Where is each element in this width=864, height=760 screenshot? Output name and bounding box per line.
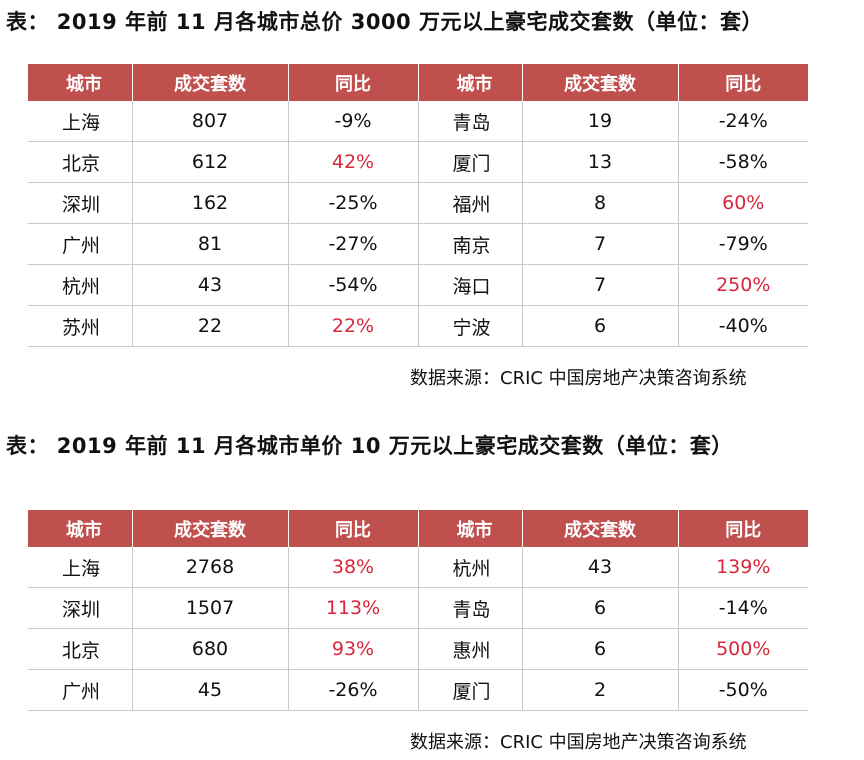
yoy-cell-right: -79% (677, 223, 808, 265)
city-cell-left: 北京 (28, 141, 132, 183)
yoy-cell-right: -50% (677, 669, 808, 711)
table1-source-note: 数据来源：CRIC 中国房地产决策咨询系统 (410, 368, 747, 389)
table-row: 杭州 43 -54% 海口 7 250% (28, 264, 808, 306)
table2-header-row: 城市 成交套数 同比 城市 成交套数 同比 (28, 510, 808, 547)
table-row: 苏州 22 22% 宁波 6 -40% (28, 305, 808, 347)
count-cell-left: 1507 (131, 587, 288, 629)
table-row: 上海 807 -9% 青岛 19 -24% (28, 101, 808, 142)
table1-header-city-right: 城市 (417, 64, 522, 101)
city-cell-left: 北京 (28, 628, 132, 670)
table2-source-note: 数据来源：CRIC 中国房地产决策咨询系统 (410, 732, 747, 753)
count-cell-left: 807 (131, 101, 288, 142)
city-cell-right: 杭州 (417, 547, 522, 588)
count-cell-right: 8 (521, 182, 678, 224)
city-cell-right: 青岛 (417, 101, 522, 142)
table2-unit-price-over-100k: 城市 成交套数 同比 城市 成交套数 同比 上海 2768 38% 杭州 43 139% 深… (28, 510, 808, 711)
count-cell-left: 43 (131, 264, 288, 306)
table2-title: 表： 2019 年前 11 月各城市单价 10 万元以上豪宅成交套数（单位：套） (6, 434, 733, 458)
table2-header-count-right: 成交套数 (521, 510, 678, 547)
count-cell-right: 6 (521, 587, 678, 629)
table1-header-yoy-right: 同比 (677, 64, 808, 101)
yoy-cell-right: -58% (677, 141, 808, 183)
table1-header-count-right: 成交套数 (521, 64, 678, 101)
table-row: 广州 45 -26% 厦门 2 -50% (28, 669, 808, 711)
city-cell-left: 上海 (28, 101, 132, 142)
city-cell-right: 厦门 (417, 141, 522, 183)
count-cell-right: 7 (521, 223, 678, 265)
city-cell-right: 福州 (417, 182, 522, 224)
table1-header-city-left: 城市 (28, 64, 132, 101)
yoy-cell-left: -9% (287, 101, 418, 142)
city-cell-left: 广州 (28, 669, 132, 711)
yoy-cell-left: -26% (287, 669, 418, 711)
city-cell-left: 广州 (28, 223, 132, 265)
table1-header-row: 城市 成交套数 同比 城市 成交套数 同比 (28, 64, 808, 101)
count-cell-right: 2 (521, 669, 678, 711)
yoy-cell-right: 500% (677, 628, 808, 670)
city-cell-left: 深圳 (28, 182, 132, 224)
count-cell-left: 612 (131, 141, 288, 183)
table2-header-city-left: 城市 (28, 510, 132, 547)
yoy-cell-right: 60% (677, 182, 808, 224)
yoy-cell-left: -54% (287, 264, 418, 306)
table2-header-count-left: 成交套数 (131, 510, 288, 547)
city-cell-right: 海口 (417, 264, 522, 306)
yoy-cell-left: -25% (287, 182, 418, 224)
table-row: 深圳 162 -25% 福州 8 60% (28, 182, 808, 224)
count-cell-right: 7 (521, 264, 678, 306)
yoy-cell-right: -14% (677, 587, 808, 629)
table-row: 深圳 1507 113% 青岛 6 -14% (28, 587, 808, 629)
table1-title: 表： 2019 年前 11 月各城市总价 3000 万元以上豪宅成交套数（单位：… (6, 10, 763, 34)
yoy-cell-right: -24% (677, 101, 808, 142)
table2-body: 上海 2768 38% 杭州 43 139% 深圳 1507 113% 青岛 6 -14% 北京 680 9… (28, 547, 808, 711)
yoy-cell-left: 93% (287, 628, 418, 670)
city-cell-right: 青岛 (417, 587, 522, 629)
count-cell-left: 162 (131, 182, 288, 224)
city-cell-right: 宁波 (417, 305, 522, 347)
yoy-cell-left: 22% (287, 305, 418, 347)
count-cell-right: 43 (521, 547, 678, 588)
city-cell-left: 深圳 (28, 587, 132, 629)
count-cell-left: 2768 (131, 547, 288, 588)
table-row: 北京 612 42% 厦门 13 -58% (28, 141, 808, 183)
city-cell-right: 厦门 (417, 669, 522, 711)
count-cell-left: 81 (131, 223, 288, 265)
table2-header-city-right: 城市 (417, 510, 522, 547)
yoy-cell-right: 250% (677, 264, 808, 306)
table1-header-count-left: 成交套数 (131, 64, 288, 101)
city-cell-left: 上海 (28, 547, 132, 588)
yoy-cell-right: -40% (677, 305, 808, 347)
table1-body: 上海 807 -9% 青岛 19 -24% 北京 612 42% 厦门 13 -58% 深圳 162 -25… (28, 101, 808, 347)
table2-header-yoy-left: 同比 (287, 510, 418, 547)
yoy-cell-right: 139% (677, 547, 808, 588)
count-cell-right: 13 (521, 141, 678, 183)
yoy-cell-left: 42% (287, 141, 418, 183)
table-row: 北京 680 93% 惠州 6 500% (28, 628, 808, 670)
city-cell-right: 南京 (417, 223, 522, 265)
city-cell-left: 苏州 (28, 305, 132, 347)
table1-total-price-over-30m: 城市 成交套数 同比 城市 成交套数 同比 上海 807 -9% 青岛 19 -24% 北京… (28, 64, 808, 347)
city-cell-left: 杭州 (28, 264, 132, 306)
count-cell-left: 680 (131, 628, 288, 670)
city-cell-right: 惠州 (417, 628, 522, 670)
count-cell-right: 6 (521, 305, 678, 347)
count-cell-right: 6 (521, 628, 678, 670)
table-row: 上海 2768 38% 杭州 43 139% (28, 547, 808, 588)
count-cell-right: 19 (521, 101, 678, 142)
table-row: 广州 81 -27% 南京 7 -79% (28, 223, 808, 265)
table2-header-yoy-right: 同比 (677, 510, 808, 547)
table1-header-yoy-left: 同比 (287, 64, 418, 101)
yoy-cell-left: 113% (287, 587, 418, 629)
count-cell-left: 45 (131, 669, 288, 711)
count-cell-left: 22 (131, 305, 288, 347)
yoy-cell-left: 38% (287, 547, 418, 588)
yoy-cell-left: -27% (287, 223, 418, 265)
